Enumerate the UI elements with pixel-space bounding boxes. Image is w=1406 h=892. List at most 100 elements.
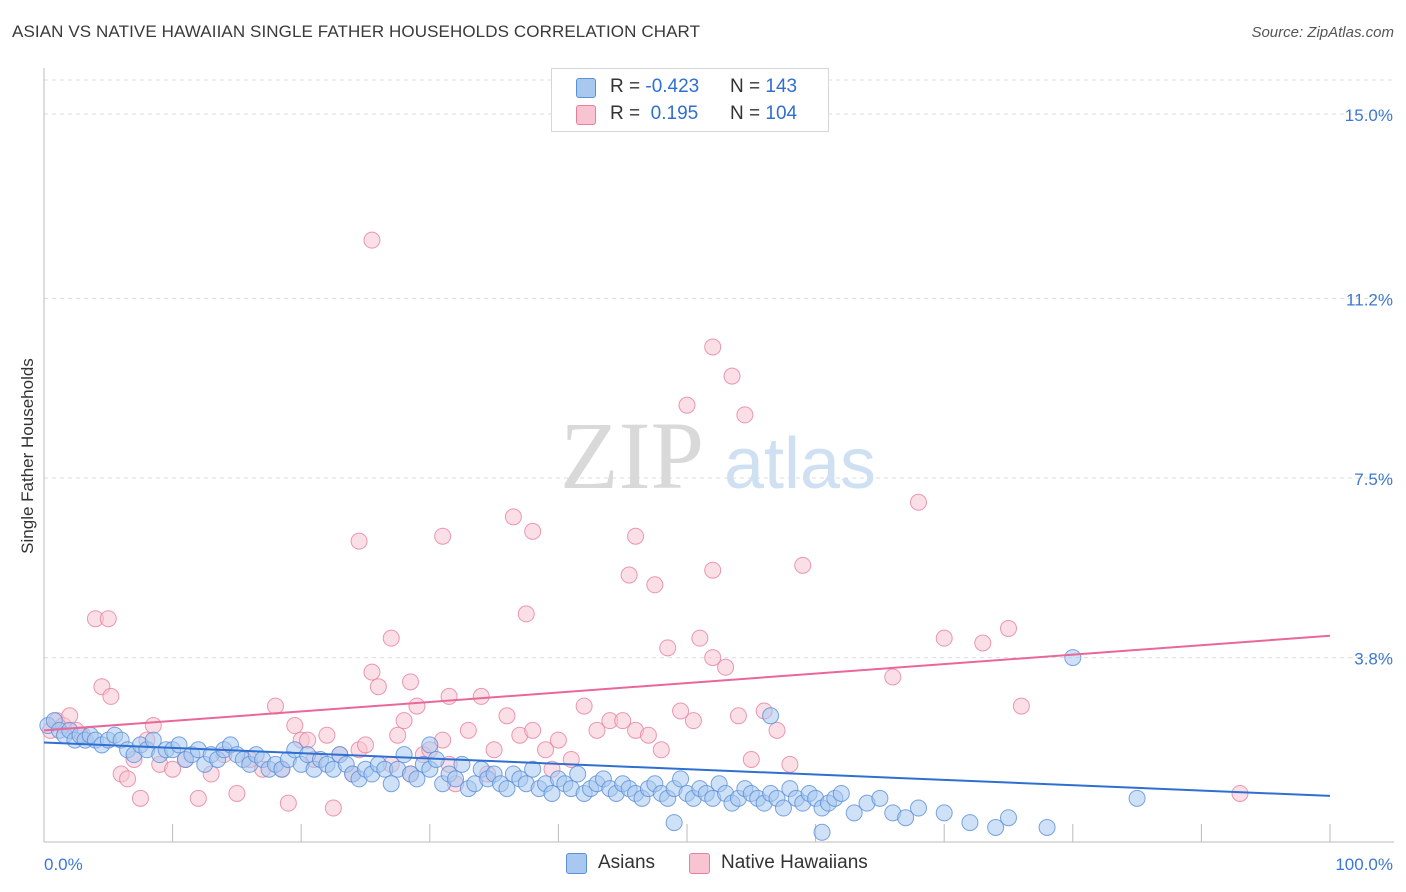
hawaiian-point	[357, 736, 374, 754]
legend-swatch-hawaiians	[576, 105, 596, 125]
hawaiian-point	[286, 717, 304, 735]
hawaiian-point	[646, 576, 664, 594]
hawaiian-point	[389, 726, 407, 744]
hawaiian-point	[768, 721, 786, 739]
hawaiian-point	[318, 726, 336, 744]
watermark-zip: ZIP	[560, 402, 704, 509]
hawaiian-point	[659, 639, 677, 657]
bottom-legend-label-asians: Asians	[598, 852, 656, 873]
hawaiian-point	[504, 508, 522, 526]
hawaiian-point	[459, 721, 477, 739]
y-tick-label: 15.0%	[1345, 106, 1393, 125]
hawaiian-point	[434, 527, 452, 545]
hawaiian-point	[575, 697, 593, 715]
watermark-atlas: atlas	[724, 424, 876, 504]
hawaiian-point	[363, 663, 381, 681]
hawaiian-point	[279, 794, 297, 812]
hawaiian-point	[99, 610, 117, 628]
asian-point	[774, 799, 792, 817]
y-tick-label: 3.8%	[1354, 650, 1393, 669]
hawaiian-point	[131, 789, 149, 807]
trend-lines	[43, 634, 1331, 797]
hawaiian-point	[717, 658, 735, 676]
hawaiian-point	[228, 784, 246, 802]
hawaiian-point	[614, 712, 632, 730]
hawaiian-point	[524, 721, 542, 739]
hawaiian-point	[1000, 619, 1017, 637]
hawaiian-point	[102, 687, 120, 705]
hawaiian-point	[684, 712, 702, 730]
hawaiian-point	[164, 760, 182, 778]
asian-point	[762, 707, 780, 725]
hawaiian-point	[61, 707, 79, 725]
hawaiian-point	[652, 741, 670, 759]
asian-point	[1000, 809, 1017, 827]
legend-n-asians: N = 143	[730, 76, 798, 97]
correlation-legend: R = -0.423 N = 143 R = 0.195 N = 104	[551, 68, 829, 132]
hawaiian-point	[472, 687, 490, 705]
asian-point	[935, 804, 953, 822]
asian-point	[845, 804, 863, 822]
asian-point	[395, 746, 413, 764]
legend-r-asians: R = -0.423	[610, 76, 700, 97]
hawaiian-point	[935, 629, 953, 647]
hawaiian-point	[549, 731, 567, 749]
asian-point	[421, 736, 439, 754]
hawaiian-point	[440, 687, 458, 705]
hawaiian-point	[974, 634, 992, 652]
legend-r-hawaiians: R = 0.195	[610, 103, 699, 124]
legend-n-hawaiians: N = 104	[730, 103, 798, 124]
asian-point	[832, 784, 850, 802]
hawaiian-point	[742, 750, 760, 768]
hawaiian-point	[266, 697, 284, 715]
hawaiian-point	[369, 678, 387, 696]
x-tick-label: 100.0%	[1335, 855, 1393, 874]
hawaiian-point	[729, 707, 747, 725]
asian-point	[672, 770, 690, 788]
asian-point	[569, 765, 587, 783]
hawaiian-point	[794, 556, 812, 574]
hawaiian-point	[402, 673, 420, 691]
hawaiian-point	[350, 532, 368, 550]
asian-point	[813, 823, 831, 841]
hawaiian-point	[704, 649, 722, 667]
asian-point	[447, 770, 465, 788]
hawaiian-point	[781, 755, 799, 773]
asian-point	[543, 784, 561, 802]
watermark: ZIP atlas	[560, 402, 876, 509]
hawaiian-point	[144, 717, 162, 735]
hawaiian-point	[691, 629, 709, 647]
bottom-legend-swatch-hawaiians	[689, 853, 710, 874]
hawaiian-point	[909, 493, 927, 511]
bottom-legend-swatch-asians	[566, 853, 587, 874]
hawaiian-point	[736, 406, 754, 424]
hawaiian-point	[324, 799, 342, 817]
hawaiian-point	[704, 338, 722, 356]
y-tick-labels: 3.8% 7.5% 11.2% 15.0%	[1345, 106, 1393, 669]
hawaiian-point	[524, 522, 542, 540]
hawaiian-point	[189, 789, 207, 807]
asian-point	[1064, 649, 1082, 667]
asian-point	[1038, 818, 1056, 836]
hawaiian-point	[627, 527, 645, 545]
y-tick-label: 11.2%	[1346, 290, 1393, 309]
hawaiian-point	[408, 697, 426, 715]
hawaiian-point	[1012, 697, 1030, 715]
hawaiian-point	[537, 741, 555, 759]
hawaiian-point	[588, 721, 606, 739]
hawaiian-point	[678, 396, 696, 414]
asian-point	[961, 814, 979, 832]
legend-row-hawaiians: R = 0.195 N = 104	[552, 101, 828, 127]
chart-title: ASIAN VS NATIVE HAWAIIAN SINGLE FATHER H…	[12, 22, 701, 41]
chart-source: Source: ZipAtlas.com	[1251, 24, 1394, 41]
hawaiian-point	[639, 726, 657, 744]
hawaiian-point	[498, 707, 516, 725]
asian-point	[909, 799, 927, 817]
bottom-legend-label-hawaiians: Native Hawaiians	[721, 852, 868, 873]
asian-point	[665, 814, 683, 832]
asian-point	[382, 775, 400, 793]
x-tick-labels: 0.0% 100.0%	[44, 855, 1393, 874]
asian-point	[1128, 789, 1146, 807]
asian-point	[408, 770, 426, 788]
